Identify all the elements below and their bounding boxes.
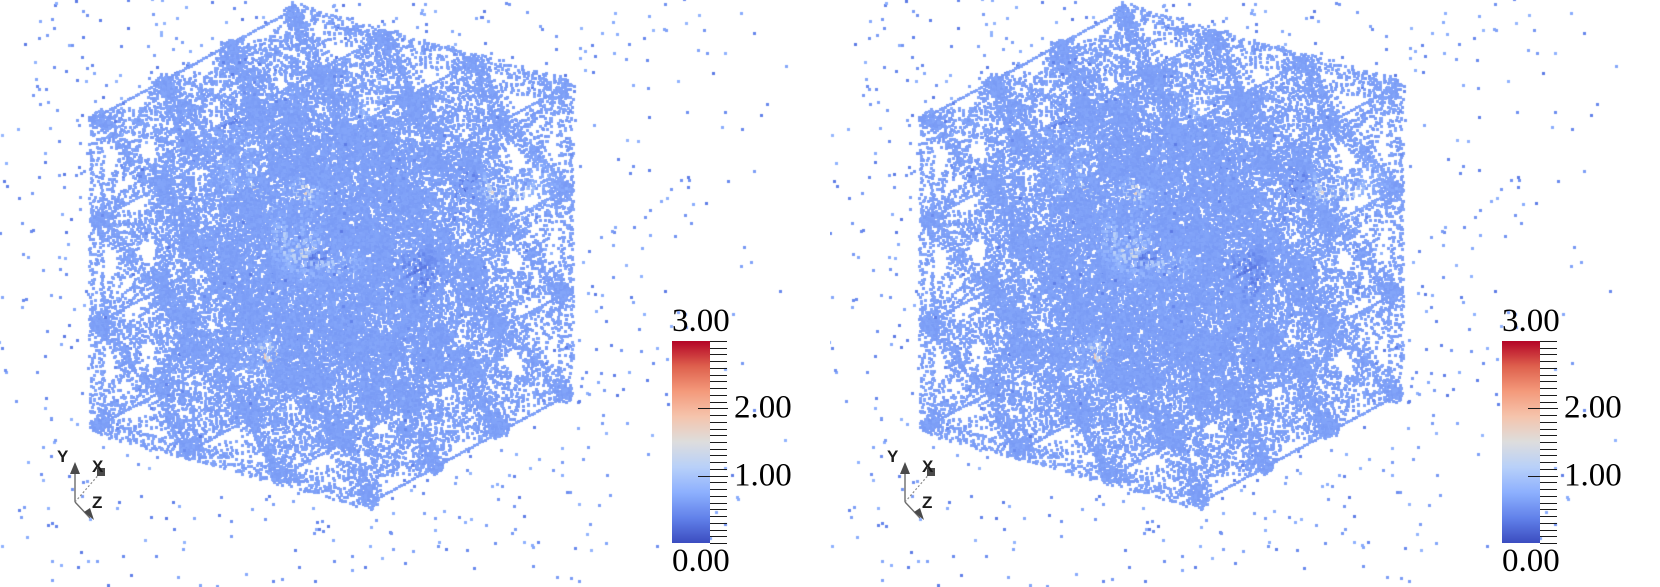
colorbar-minor-tick [710, 448, 727, 450]
colorbar-minor-tick [1540, 543, 1557, 544]
colorbar-minor-tick [710, 354, 727, 356]
colorbar-minor-tick [710, 522, 727, 524]
colorbar-minor-tick [1540, 428, 1557, 430]
orientation-axes-widget[interactable]: Y X Z [38, 440, 128, 520]
colorbar-minor-tick [1540, 536, 1557, 538]
colorbar-tick-label-2: 2.00 [1564, 389, 1622, 426]
colorbar-major-tick [1528, 408, 1558, 410]
panel-right[interactable]: 3.00 0.00 2.00 1.00 Y X Z [830, 0, 1660, 587]
axis-label-y: Y [57, 447, 69, 466]
orientation-axes-widget[interactable]: Y X Z [868, 440, 958, 520]
colorbar-minor-tick [1540, 529, 1557, 531]
colorbar-minor-tick [1540, 522, 1557, 524]
colorbar-gradient [1502, 341, 1540, 543]
colorbar-minor-tick [1540, 435, 1557, 437]
colorbar-minor-tick [710, 428, 727, 430]
colorbar-minor-tick [1540, 361, 1557, 363]
colorbar-minor-tick [1540, 482, 1557, 484]
colorbar-minor-tick [1540, 489, 1557, 491]
colorbar-minor-tick [710, 388, 727, 390]
colorbar-minor-tick [1540, 455, 1557, 457]
colorbar-minor-tick [710, 482, 727, 484]
colorbar-minor-tick [710, 489, 727, 491]
colorbar-major-tick [698, 475, 728, 477]
colorbar-minor-tick [1540, 401, 1557, 403]
colorbar-minor-tick [710, 442, 727, 443]
colorbar-minor-tick [710, 367, 727, 369]
colorbar-minor-tick [1540, 462, 1557, 464]
colorbar-minor-tick [1540, 448, 1557, 450]
colorbar-max-label: 3.00 [672, 303, 730, 339]
colorbar-tick-label-1: 1.00 [734, 457, 792, 494]
colorbar-minor-tick [1540, 341, 1557, 342]
colorbar-minor-tick [710, 415, 727, 417]
colorbar-minor-tick [1540, 388, 1557, 390]
colorbar-minor-tick [1540, 442, 1557, 443]
colorbar-minor-tick [710, 455, 727, 457]
colorbar-left[interactable]: 3.00 0.00 2.00 1.00 [672, 305, 792, 578]
colorbar-minor-tick [1540, 468, 1557, 470]
colorbar-minor-tick [710, 509, 727, 511]
colorbar-minor-tick [710, 502, 727, 504]
colorbar-max-label: 3.00 [1502, 303, 1560, 339]
colorbar-minor-tick [1540, 421, 1557, 423]
axes-triad-icon [900, 462, 935, 520]
panel-left[interactable]: 3.00 0.00 2.00 1.00 Y X Z [0, 0, 830, 587]
colorbar-minor-tick [710, 462, 727, 464]
colorbar-tick-marks [1528, 341, 1560, 544]
colorbar-major-tick [1528, 475, 1558, 477]
colorbar-gradient [672, 341, 710, 543]
colorbar-minor-tick [710, 435, 727, 437]
colorbar-major-tick [698, 408, 728, 410]
colorbar-minor-tick [1540, 367, 1557, 369]
colorbar-right[interactable]: 3.00 0.00 2.00 1.00 [1502, 305, 1622, 578]
axis-label-x: X [922, 457, 934, 476]
colorbar-minor-tick [710, 381, 727, 383]
colorbar-minor-tick [710, 361, 727, 363]
colorbar-minor-tick [710, 421, 727, 423]
axes-triad-icon [70, 462, 105, 520]
colorbar-tick-marks [698, 341, 730, 544]
colorbar-tick-label-2: 2.00 [734, 389, 792, 426]
colorbar-minor-tick [1540, 509, 1557, 511]
colorbar-minor-tick [1540, 502, 1557, 504]
colorbar-minor-tick [710, 543, 727, 544]
colorbar-minor-tick [710, 374, 727, 376]
colorbar-tick-label-1: 1.00 [1564, 457, 1622, 494]
colorbar-minor-tick [1540, 374, 1557, 376]
colorbar-minor-tick [1540, 394, 1557, 396]
colorbar-minor-tick [710, 536, 727, 538]
colorbar-minor-tick [1540, 415, 1557, 417]
colorbar-minor-tick [1540, 495, 1557, 497]
colorbar-minor-tick [1540, 381, 1557, 383]
axis-label-x: X [92, 457, 104, 476]
colorbar-minor-tick [710, 401, 727, 403]
axis-label-y: Y [887, 447, 899, 466]
colorbar-minor-tick [710, 341, 727, 342]
colorbar-minor-tick [710, 529, 727, 531]
colorbar-minor-tick [710, 495, 727, 497]
colorbar-minor-tick [1540, 516, 1557, 518]
colorbar-minor-tick [1540, 354, 1557, 356]
colorbar-minor-tick [710, 347, 727, 349]
colorbar-min-label: 0.00 [1502, 543, 1560, 579]
colorbar-minor-tick [710, 394, 727, 396]
axis-label-z: Z [92, 493, 103, 512]
colorbar-minor-tick [1540, 347, 1557, 349]
axis-label-z: Z [922, 493, 933, 512]
colorbar-minor-tick [710, 516, 727, 518]
colorbar-min-label: 0.00 [672, 543, 730, 579]
colorbar-minor-tick [710, 468, 727, 470]
